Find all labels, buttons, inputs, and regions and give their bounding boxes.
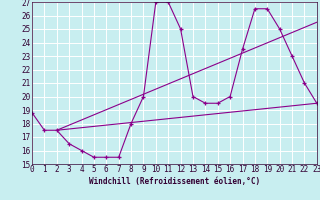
X-axis label: Windchill (Refroidissement éolien,°C): Windchill (Refroidissement éolien,°C) (89, 177, 260, 186)
